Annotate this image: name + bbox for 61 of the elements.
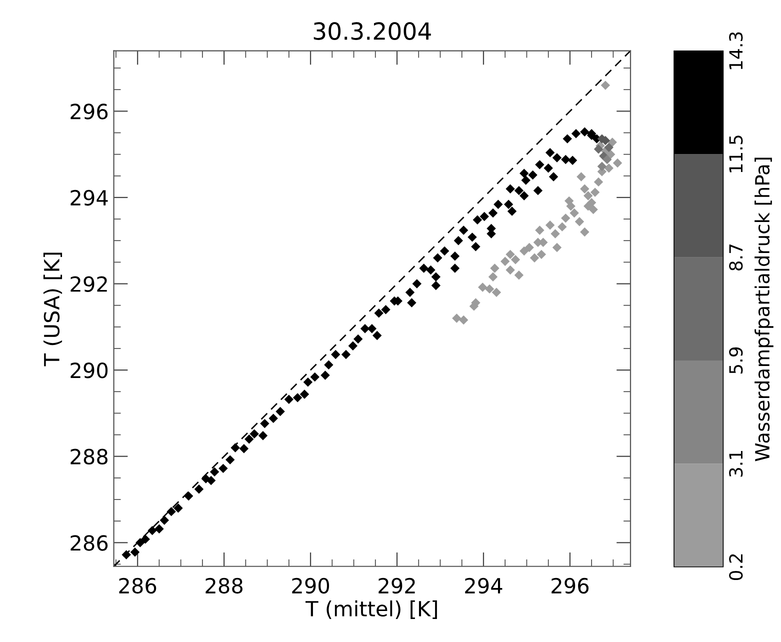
point (576, 172, 586, 182)
point (594, 144, 604, 154)
point (594, 177, 604, 187)
point (536, 250, 546, 260)
point (604, 164, 614, 173)
point (570, 208, 579, 218)
point (597, 162, 607, 172)
point (490, 264, 500, 273)
point (535, 226, 544, 235)
y-tick-label: 292 (70, 276, 107, 292)
color-bar-label: 3.1 (729, 451, 743, 477)
point (612, 158, 622, 168)
x-tick-label: 286 (119, 578, 156, 594)
point (452, 314, 462, 323)
point (492, 288, 502, 298)
point (558, 222, 567, 232)
point (604, 142, 614, 152)
point (584, 191, 593, 200)
point (488, 272, 498, 282)
color-bar-label: 0.2 (729, 554, 743, 580)
color-bar-title: Wasserdampfpartialdruck [hPa] (754, 158, 774, 462)
x-axis-title: T (mittel) [K] (306, 600, 437, 619)
point (514, 270, 524, 280)
color-bar-label: 14.3 (729, 32, 743, 70)
point (574, 217, 584, 226)
point (506, 265, 515, 275)
point (580, 227, 590, 237)
color-bar-label: 5.9 (729, 347, 743, 374)
point (588, 204, 598, 214)
point (524, 242, 534, 252)
point (530, 253, 540, 262)
point (566, 202, 576, 211)
x-tick-label: 288 (206, 578, 243, 594)
y-axis-title: T (USA) [K] (43, 252, 62, 366)
y-tick-label: 290 (70, 362, 108, 378)
point (484, 284, 494, 294)
point (500, 256, 510, 266)
y-tick-label: 296 (70, 104, 108, 120)
x-tick-label: 294 (465, 578, 502, 594)
point (580, 184, 590, 194)
point (600, 80, 610, 90)
y-tick-label: 288 (70, 448, 108, 465)
x-tick-label: 296 (552, 578, 589, 594)
point (478, 282, 488, 292)
point (552, 242, 562, 252)
point (520, 246, 529, 256)
y-tick-label: 294 (70, 190, 108, 206)
point (602, 154, 612, 164)
point (590, 188, 600, 197)
chart-title: 30.3.2004 (314, 22, 431, 40)
color-bar-label: 8.7 (729, 244, 743, 270)
point (506, 250, 515, 260)
point (550, 229, 560, 238)
x-tick-label: 290 (292, 578, 330, 594)
point (458, 315, 468, 325)
color-bar-label: 11.5 (729, 136, 743, 172)
point (561, 214, 570, 223)
point (510, 255, 520, 264)
point (545, 220, 555, 230)
x-tick-label: 292 (378, 578, 415, 594)
y-tick-label: 286 (70, 535, 108, 551)
